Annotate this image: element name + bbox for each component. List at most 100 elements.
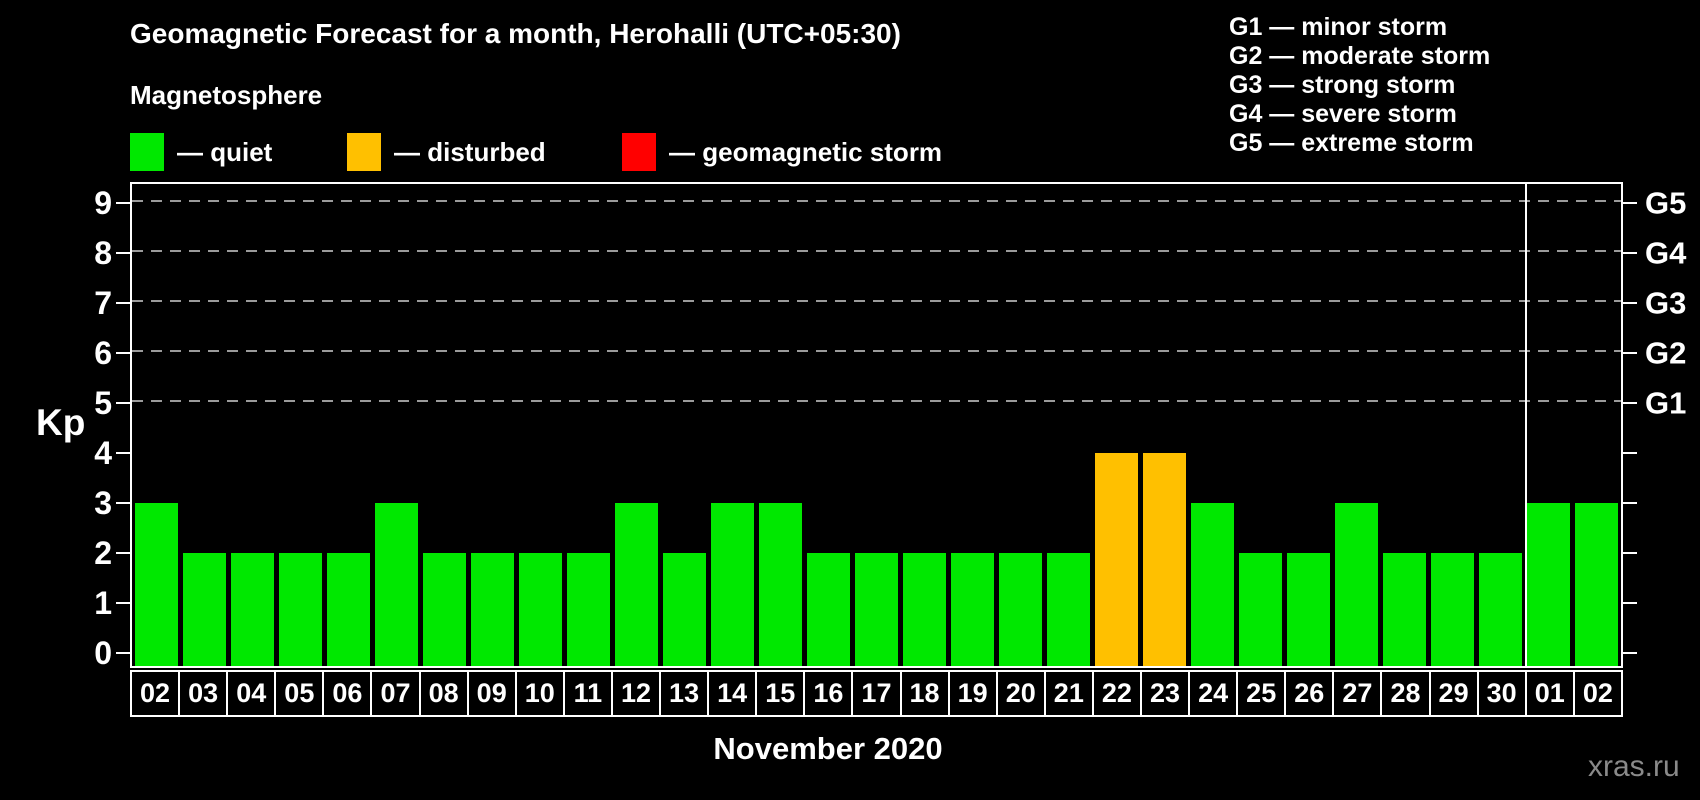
kp-bar-day-10 bbox=[518, 553, 562, 666]
gridline-kp9 bbox=[132, 200, 1621, 202]
kp-bar-day-27 bbox=[1335, 503, 1379, 666]
kp-bar-day-09 bbox=[470, 553, 514, 666]
kp-bar-day-14 bbox=[710, 503, 754, 666]
date-cell-10: 10 bbox=[514, 670, 565, 717]
y-tick-label-5: 5 bbox=[94, 385, 112, 421]
y-axis-label: Kp bbox=[36, 402, 86, 443]
g-legend-line: G5 — extreme storm bbox=[1229, 129, 1474, 157]
left-tick-5 bbox=[116, 402, 130, 404]
kp-bar-day-20 bbox=[999, 553, 1043, 666]
legend-label: — quiet bbox=[177, 136, 273, 167]
date-cell-07: 07 bbox=[370, 670, 421, 717]
date-cell-24: 24 bbox=[1188, 670, 1239, 717]
g-legend-line: G3 — strong storm bbox=[1229, 71, 1456, 99]
date-cell-05: 05 bbox=[274, 670, 325, 717]
date-cell-27: 27 bbox=[1332, 670, 1383, 717]
kp-bar-day-29 bbox=[1431, 553, 1475, 666]
date-cell-17: 17 bbox=[851, 670, 902, 717]
chart-title: Geomagnetic Forecast for a month, Heroha… bbox=[130, 18, 901, 49]
date-cell-13: 13 bbox=[659, 670, 710, 717]
date-cell-26: 26 bbox=[1284, 670, 1335, 717]
g-level-label-G2: G2 bbox=[1645, 335, 1687, 371]
date-cell-02: 02 bbox=[1572, 670, 1623, 717]
date-cell-23: 23 bbox=[1139, 670, 1191, 717]
gridline-kp5 bbox=[132, 400, 1621, 402]
date-cell-29: 29 bbox=[1428, 670, 1479, 717]
right-tick-0 bbox=[1623, 652, 1637, 654]
right-tick-6 bbox=[1623, 352, 1637, 354]
y-tick-label-4: 4 bbox=[94, 435, 112, 471]
right-tick-1 bbox=[1623, 602, 1637, 604]
kp-bar-day-02 bbox=[134, 503, 178, 666]
date-cell-11: 11 bbox=[562, 670, 613, 717]
y-tick-label-1: 1 bbox=[94, 585, 112, 621]
y-tick-label-8: 8 bbox=[94, 235, 112, 271]
y-tick-label-9: 9 bbox=[94, 185, 112, 221]
kp-bar-day-04 bbox=[230, 553, 274, 666]
left-tick-3 bbox=[116, 502, 130, 504]
g-legend-line: G4 — severe storm bbox=[1229, 100, 1457, 128]
kp-bar-day-30 bbox=[1479, 553, 1523, 666]
month-label: November 2020 bbox=[713, 731, 943, 766]
left-tick-4 bbox=[116, 452, 130, 454]
date-cell-01: 01 bbox=[1524, 670, 1575, 717]
date-cell-09: 09 bbox=[466, 670, 517, 717]
right-tick-3 bbox=[1623, 502, 1637, 504]
date-cell-22: 22 bbox=[1091, 670, 1142, 717]
legend-swatch-quiet bbox=[130, 133, 164, 171]
g-legend-line: G1 — minor storm bbox=[1229, 13, 1448, 41]
legend-label: — geomagnetic storm bbox=[669, 136, 943, 167]
date-cell-08: 08 bbox=[418, 670, 469, 717]
g-scale-legend: G1 — minor storm G2 — moderate storm G3 — … bbox=[1229, 13, 1490, 158]
kp-bar-day-16 bbox=[806, 553, 850, 666]
left-tick-0 bbox=[116, 652, 130, 654]
date-cell-04: 04 bbox=[226, 670, 277, 717]
gridline-kp7 bbox=[132, 300, 1621, 302]
date-cell-14: 14 bbox=[707, 670, 758, 717]
y-tick-label-3: 3 bbox=[94, 485, 112, 521]
date-cell-03: 03 bbox=[178, 670, 229, 717]
right-tick-2 bbox=[1623, 552, 1637, 554]
legend-item-storm: — geomagnetic storm bbox=[622, 133, 942, 171]
legend-item-quiet: — quiet bbox=[130, 133, 272, 171]
right-tick-8 bbox=[1623, 252, 1637, 254]
kp-bar-day-25 bbox=[1239, 553, 1283, 666]
date-cell-21: 21 bbox=[1043, 670, 1094, 717]
right-tick-4 bbox=[1623, 452, 1637, 454]
legend-label: — disturbed bbox=[394, 136, 546, 167]
date-cell-02: 02 bbox=[130, 670, 181, 717]
date-cell-28: 28 bbox=[1380, 670, 1431, 717]
legend-swatch-disturbed bbox=[347, 133, 381, 171]
kp-bar-day-19 bbox=[951, 553, 995, 666]
y-tick-label-2: 2 bbox=[94, 535, 112, 571]
left-tick-8 bbox=[116, 252, 130, 254]
y-tick-label-7: 7 bbox=[94, 285, 112, 321]
legend-swatch-storm bbox=[622, 133, 656, 171]
legend-item-disturbed: — disturbed bbox=[347, 133, 546, 171]
kp-bar-day-07 bbox=[374, 503, 418, 666]
kp-bar-day-24 bbox=[1191, 503, 1235, 666]
date-cell-12: 12 bbox=[610, 670, 662, 717]
plot-area bbox=[130, 182, 1623, 668]
g-level-label-G5: G5 bbox=[1645, 185, 1687, 221]
kp-bar-day-13 bbox=[662, 553, 706, 666]
month-separator bbox=[1524, 184, 1527, 666]
kp-bar-day-02 bbox=[1575, 503, 1619, 666]
date-cell-18: 18 bbox=[899, 670, 950, 717]
y-tick-label-0: 0 bbox=[94, 635, 112, 671]
kp-bar-day-22 bbox=[1095, 453, 1139, 666]
date-cell-15: 15 bbox=[755, 670, 806, 717]
date-cell-06: 06 bbox=[322, 670, 373, 717]
kp-bar-day-23 bbox=[1143, 453, 1187, 666]
kp-bar-day-28 bbox=[1383, 553, 1427, 666]
x-axis-date-row: 02 03 04 05 06 07 08 09 10 11 12 13 14 15 16 17 18 19 20 21… bbox=[130, 670, 1623, 717]
left-tick-6 bbox=[116, 352, 130, 354]
kp-bar-day-08 bbox=[422, 553, 466, 666]
right-tick-7 bbox=[1623, 302, 1637, 304]
g-level-label-G3: G3 bbox=[1645, 285, 1687, 321]
kp-bar-day-11 bbox=[566, 553, 610, 666]
date-cell-19: 19 bbox=[947, 670, 998, 717]
left-tick-7 bbox=[116, 302, 130, 304]
left-tick-9 bbox=[116, 202, 130, 204]
